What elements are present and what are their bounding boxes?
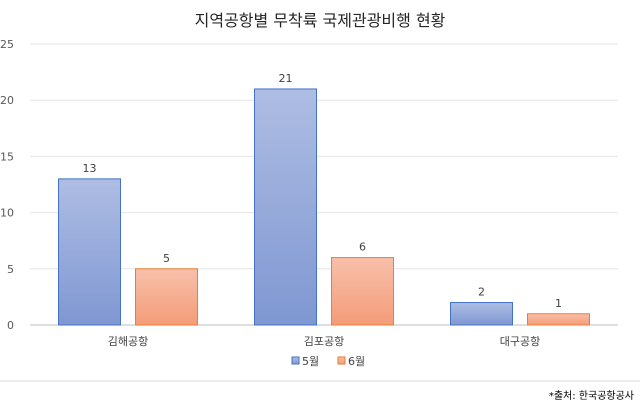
data-label: 1 bbox=[555, 297, 562, 310]
legend-label: 5월 bbox=[302, 355, 319, 368]
legend-swatch bbox=[291, 356, 300, 365]
y-tick-label: 20 bbox=[0, 94, 14, 107]
bar-june bbox=[527, 313, 590, 326]
bar-june bbox=[135, 268, 198, 326]
x-tick-label: 김포공항 bbox=[304, 335, 344, 348]
data-label: 6 bbox=[359, 241, 366, 254]
source-note: *출처: 한국공항공사 bbox=[549, 390, 634, 402]
y-tick-label: 10 bbox=[0, 207, 14, 220]
bar-may bbox=[58, 178, 121, 326]
y-tick-label: 25 bbox=[0, 38, 14, 51]
legend-swatch bbox=[337, 356, 346, 365]
y-tick-label: 15 bbox=[0, 150, 14, 163]
chart-title: 지역공항별 무착륙 국제관광비행 현황 bbox=[195, 11, 446, 30]
data-label: 2 bbox=[478, 286, 485, 299]
x-tick-label: 김해공항 bbox=[108, 334, 148, 348]
x-tick-label: 대구공항 bbox=[500, 335, 540, 348]
bar-may bbox=[254, 88, 317, 326]
y-tick-label: 0 bbox=[7, 319, 14, 332]
legend-label: 6월 bbox=[348, 355, 365, 368]
bar-may bbox=[450, 302, 513, 326]
bar-june bbox=[331, 257, 394, 326]
data-label: 13 bbox=[83, 162, 97, 175]
y-tick-label: 5 bbox=[7, 263, 14, 276]
data-label: 5 bbox=[163, 252, 170, 265]
data-label: 21 bbox=[279, 72, 293, 85]
